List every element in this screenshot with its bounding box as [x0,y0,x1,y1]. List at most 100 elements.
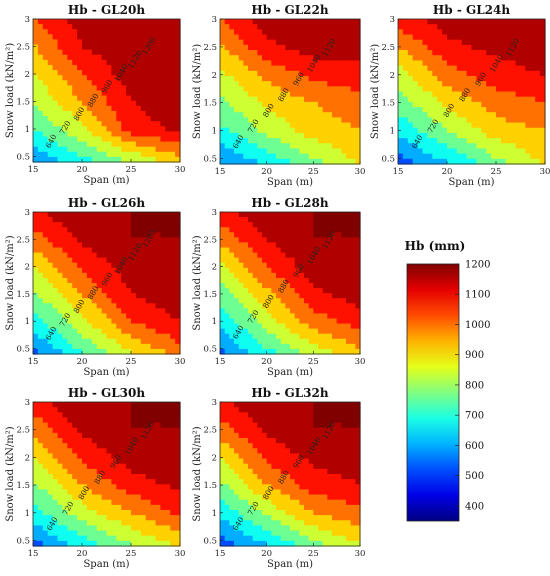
contour-cell [77,80,83,86]
contour-cell [350,29,356,36]
contour-cell [346,298,352,304]
contour-cell [145,121,152,127]
contour-cell [160,338,166,345]
contour-cell [229,257,235,264]
contour-cell [313,70,319,77]
contour-cell [150,443,157,449]
contour-cell [266,70,272,77]
contour-cell [262,212,268,218]
contour-cell [346,81,352,87]
contour-cell [72,257,78,264]
contour-cell [116,402,122,408]
contour-cell [350,34,356,41]
contour-cell [82,146,88,153]
contour-cell [52,237,59,244]
contour-cell [140,95,147,102]
contour-cell [332,34,338,41]
contour-cell [234,217,240,223]
contour-cell [461,91,468,98]
contour-cell [290,348,296,355]
contour-cell [86,443,93,449]
contour-cell [62,313,68,320]
contour-cell [341,19,347,25]
contour-cell [313,262,319,269]
contour-cell [150,504,157,511]
contour-cell [299,158,305,165]
contour-cell [456,44,463,51]
contour-cell [101,343,108,350]
contour-cell [280,277,286,284]
contour-cell [341,288,347,294]
contour-cell [318,318,324,325]
contour-cell [262,81,268,87]
contour-cell [72,110,78,117]
contour-cell [37,131,44,138]
contour-cell [86,412,93,419]
contour-cell [72,90,78,97]
contour-cell [486,158,492,165]
contour-cell [160,343,166,350]
contour-cell [82,323,88,330]
contour-cell [155,105,161,112]
contour-cell [111,136,117,143]
contour-cell [466,81,473,87]
contour-cell [47,146,54,153]
contour-cell [155,262,161,269]
contour-cell [350,138,356,144]
contour-cell [442,132,448,139]
contour-cell [42,448,49,455]
contour-cell [47,131,54,138]
contour-cell [252,252,258,259]
contour-cell [82,217,88,223]
contour-cell [262,75,268,82]
contour-cell [33,156,39,163]
contour-cell [77,288,83,294]
contour-cell [285,348,291,355]
contour-cell [456,138,463,144]
contour-cell [47,489,54,496]
contour-cell [101,105,108,112]
contour-cell [451,112,458,118]
contour-cell [37,494,44,501]
contour-cell [37,313,44,320]
contour-cell [412,148,419,155]
contour-cell [510,19,517,25]
x-tick-label: 20 [77,165,88,175]
contour-cell [525,158,531,165]
contour-cell [150,100,157,107]
contour-cell [238,132,244,139]
contour-cell [234,112,240,118]
contour-cell [461,70,468,77]
contour-cell [121,217,127,223]
contour-cell [322,242,328,249]
contour-cell [62,121,68,127]
contour-cell [57,85,63,92]
contour-cell [224,242,230,249]
contour-cell [238,112,244,118]
contour-cell [238,96,244,103]
contour-cell [262,303,268,309]
contour-cell [500,29,507,36]
contour-cell [67,121,73,127]
contour-cell [72,131,78,138]
contour-cell [486,55,492,62]
contour-cell [165,494,171,501]
contour-cell [140,156,147,163]
x-tick-label: 30 [175,357,186,367]
contour-cell [121,247,127,254]
contour-cell [111,217,117,223]
contour-cell [447,132,453,139]
contour-cell [476,91,482,98]
contour-cell [91,141,98,148]
contour-cell [42,121,49,127]
contour-cell [280,348,286,355]
contour-cell [42,293,49,299]
contour-cell [466,107,473,113]
contour-cell [33,343,39,350]
contour-cell [481,153,487,160]
contour-cell [496,86,502,93]
contour-cell [407,132,414,139]
contour-cell [126,338,132,345]
contour-cell [52,110,59,117]
contour-cell [262,308,268,315]
